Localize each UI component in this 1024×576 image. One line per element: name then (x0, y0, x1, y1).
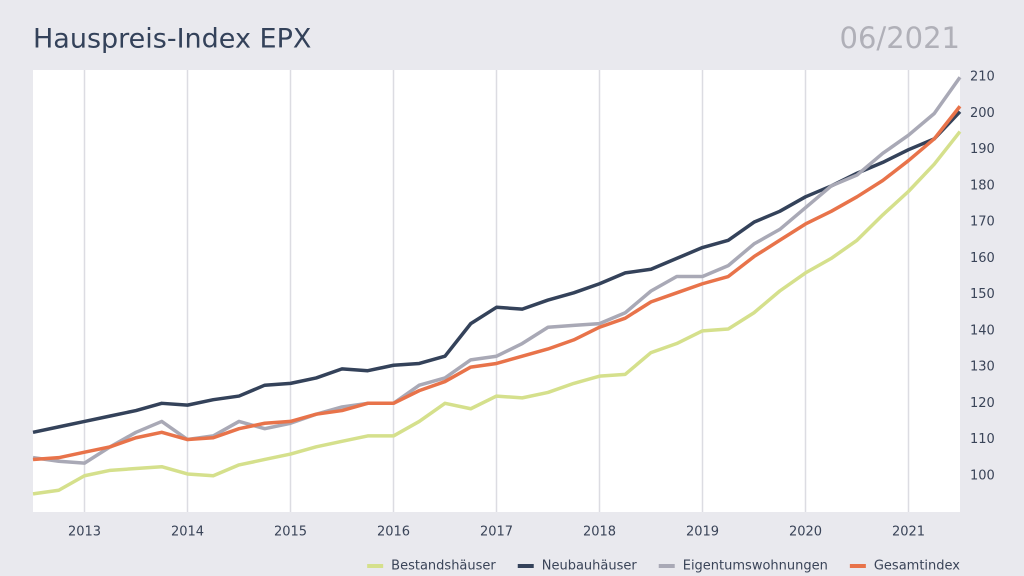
y-tick-label: 120 (970, 396, 995, 411)
legend-label: Gesamtindex (874, 559, 960, 574)
y-tick-label: 210 (970, 70, 995, 85)
x-tick-label: 2019 (686, 525, 719, 540)
x-tick-label: 2021 (892, 525, 925, 540)
legend-label: Bestandshäuser (391, 559, 496, 574)
y-tick-label: 110 (970, 432, 995, 447)
y-tick-label: 180 (970, 178, 995, 193)
x-tick-label: 2017 (480, 525, 513, 540)
x-tick-label: 2016 (377, 525, 410, 540)
chart-title: Hauspreis-Index EPX (33, 24, 311, 55)
x-tick-label: 2014 (171, 525, 204, 540)
series-line (32, 105, 962, 462)
legend-label: Eigentumswohnungen (683, 559, 828, 574)
y-tick-label: 170 (970, 215, 995, 230)
y-tick-label: 150 (970, 287, 995, 302)
y-tick-label: 130 (970, 360, 995, 375)
series-line (32, 110, 962, 435)
y-tick-label: 200 (970, 106, 995, 121)
y-tick-label: 140 (970, 323, 995, 338)
x-tick-label: 2015 (274, 525, 307, 540)
chart-date: 06/2021 (840, 21, 960, 55)
legend-label: Neubauhäuser (542, 559, 638, 574)
x-tick-label: 2013 (68, 525, 101, 540)
x-tick-label: 2018 (583, 525, 616, 540)
x-tick-label: 2020 (789, 525, 822, 540)
y-tick-label: 100 (970, 468, 995, 483)
y-tick-label: 190 (970, 142, 995, 157)
y-tick-label: 160 (970, 251, 995, 266)
series-line (32, 130, 962, 496)
